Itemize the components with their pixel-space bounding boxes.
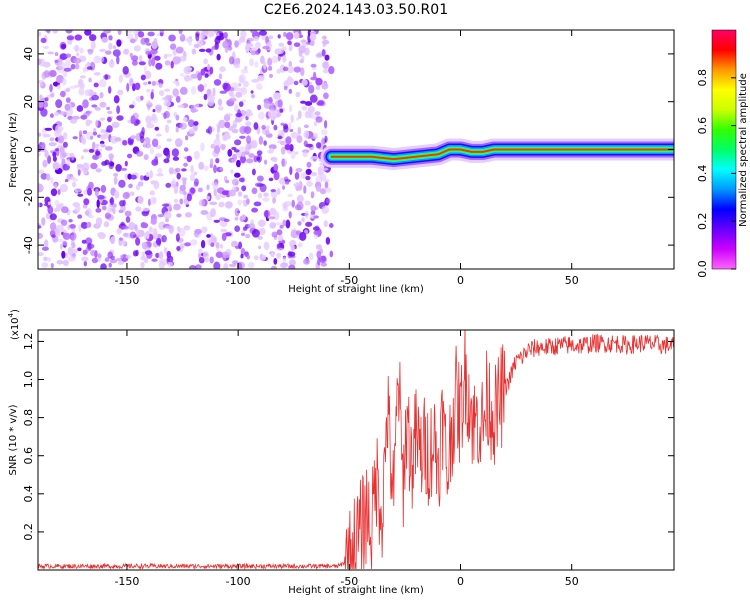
- snr-multiplier-close: ): [10, 309, 21, 313]
- colorbar: 0.0 0.2 0.4 0.6 0.8 Normalized spectral ampl…: [696, 29, 749, 278]
- snr-ytick-label: 0.2: [22, 523, 35, 541]
- figure-title: C2E6.2024.143.03.50.R01: [264, 2, 448, 18]
- spectrogram-xlabel: Height of straight line (km): [288, 284, 424, 295]
- colorbar-frame: [711, 29, 737, 270]
- spectrogram-panel: -150 -100 -50 0 50 -40 -20 0 20 40 Height of stra…: [8, 29, 675, 295]
- snr-multiplier-base: (x10: [10, 317, 21, 340]
- spectrogram-ticks: -150 -100 -50 0 50 -40 -20 0 20 40: [22, 30, 674, 287]
- spectrogram-ytick-label: -20: [22, 188, 35, 206]
- snr-xtick-label: -150: [114, 575, 139, 588]
- snr-series-line: [38, 330, 674, 570]
- spectrogram-ytick-label: -40: [22, 236, 35, 254]
- colorbar-ticks: 0.0 0.2 0.4 0.6 0.8: [696, 69, 736, 278]
- colorbar-tick-label: 0.4: [696, 165, 709, 183]
- noise-region: [38, 30, 335, 269]
- snr-ytick-label: 0.4: [22, 485, 35, 503]
- spectrogram-xtick-label: -150: [114, 274, 139, 287]
- snr-ytick-label: 0.6: [22, 447, 35, 465]
- snr-ytick-label: 1.0: [22, 371, 35, 389]
- spectrogram-ytick-label: 20: [22, 95, 35, 109]
- colorbar-gradient: [712, 30, 736, 269]
- spectrogram-ytick-label: 0: [22, 146, 35, 153]
- snr-xtick-label: -100: [226, 575, 251, 588]
- colorbar-tick-label: 0.0: [696, 260, 709, 278]
- snr-ytick-label: 1.2: [22, 333, 35, 351]
- snr-xtick-label: 50: [565, 575, 579, 588]
- snr-xlabel: Height of straight line (km): [288, 585, 424, 596]
- spectrogram-ylabel: Frequency (Hz): [8, 112, 19, 188]
- colorbar-tick-label: 0.8: [696, 69, 709, 87]
- spectrogram-xtick-label: 0: [457, 274, 464, 287]
- snr-xtick-label: -50: [340, 575, 358, 588]
- spectrogram-ytick-label: 40: [22, 47, 35, 61]
- snr-ticks: -150 -100 -50 0 50 0.2 0.4 0.6 0.8 1.0 1.2: [22, 330, 674, 588]
- snr-xtick-label: 0: [457, 575, 464, 588]
- spectrogram-xtick-label: -100: [226, 274, 251, 287]
- snr-multiplier: (x104): [7, 309, 21, 340]
- snr-panel: -150 -100 -50 0 50 0.2 0.4 0.6 0.8 1.0 1.2 Height …: [7, 309, 675, 596]
- snr-background: [38, 330, 674, 570]
- signal-track: [320, 138, 674, 171]
- spectrogram-xtick-label: -50: [340, 274, 358, 287]
- snr-ytick-label: 0.8: [22, 409, 35, 427]
- snr-frame: [37, 329, 675, 571]
- colorbar-tick-label: 0.2: [696, 212, 709, 230]
- signal-band-6: [330, 148, 674, 161]
- colorbar-label: Normalized spectral amplitude: [738, 73, 749, 227]
- snr-multiplier-exponent: 4: [7, 312, 15, 317]
- snr-ylabel: SNR (10 * v/v): [8, 404, 19, 475]
- colorbar-tick-label: 0.6: [696, 117, 709, 135]
- spectrogram-xtick-label: 50: [565, 274, 579, 287]
